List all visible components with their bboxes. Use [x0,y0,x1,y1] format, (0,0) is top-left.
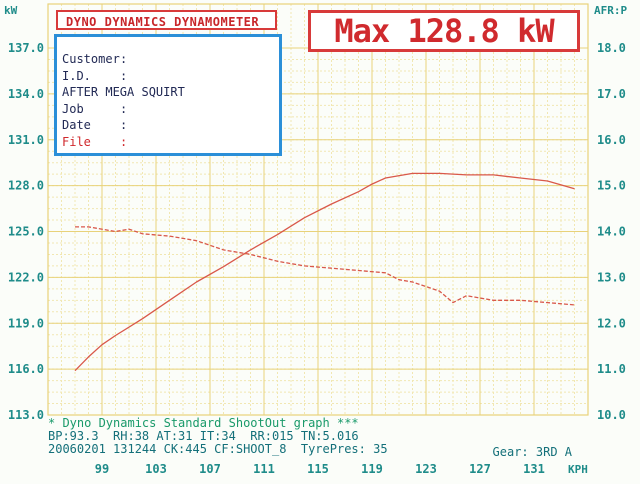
info-panel: Customer: I.D.: AFTER MEGA SQUIRT Job: D… [54,34,282,156]
right-tick-label: 11.0 [597,362,626,376]
right-tick-label: 14.0 [597,225,626,239]
power-curve [74,172,575,372]
x-tick-label: 123 [415,462,437,476]
x-tick-label: 127 [469,462,491,476]
afr-curve [75,226,575,306]
info-key: Date [62,118,91,132]
x-tick-label: 107 [199,462,221,476]
left-tick-label: 125.0 [8,225,44,239]
x-tick-label: 119 [361,462,383,476]
right-tick-label: 12.0 [597,316,626,330]
info-key: Job [62,101,84,116]
max-power-box: Max 128.8 kW [308,10,580,52]
left-tick-label: 137.0 [8,41,44,55]
left-tick-label: 122.0 [8,270,44,284]
left-axis-unit: kW [4,4,18,17]
right-axis-ticks: 10.0 11.0 12.0 13.0 14.0 15.0 16.0 17.0 18.0 [597,41,626,422]
right-tick-label: 15.0 [597,179,626,193]
grid-major [47,3,589,416]
run-parameters: * Dyno Dynamics Standard ShootOut graph … [48,417,588,461]
dyno-title: DYNO DYNAMICS DYNAMOMETER [66,15,260,29]
x-tick-label: 111 [253,462,275,476]
info-row-id: I.D.: [62,68,128,83]
max-power-label: Max 128.8 kW [334,12,554,50]
x-axis-unit: KPH [568,463,588,476]
info-row-job: Job: [62,101,128,116]
dyno-title-box: DYNO DYNAMICS DYNAMOMETER [56,10,277,30]
info-key: Customer [62,52,120,66]
left-tick-label: 134.0 [8,87,44,101]
right-tick-label: 18.0 [597,41,626,55]
graph-type-line: * Dyno Dynamics Standard ShootOut graph … [48,416,359,430]
x-tick-label: 115 [307,462,329,476]
run-id-line: 20060201 131244 CK:445 CF:SHOOT_8 TyrePr… [48,442,388,456]
conditions-line: BP:93.3 RH:38 AT:31 IT:34 RR:015 TN:5.01… [48,429,359,443]
right-tick-label: 17.0 [597,87,626,101]
series-layer [74,172,575,372]
x-tick-label: 103 [145,462,167,476]
info-row-customer: Customer: [62,52,128,66]
info-row-file: File: [62,134,128,149]
info-row-date: Date: [62,118,128,132]
info-key: File [62,134,91,149]
gear-label: Gear: 3RD A [492,445,572,459]
left-tick-label: 113.0 [8,408,44,422]
x-tick-label: 99 [95,462,109,476]
right-tick-label: 10.0 [597,408,626,422]
x-tick-label: 131 [523,462,545,476]
left-tick-label: 116.0 [8,362,44,376]
left-tick-label: 128.0 [8,179,44,193]
right-axis-unit: AFR:P [594,4,627,17]
right-tick-label: 16.0 [597,133,626,147]
plot-border [47,3,589,416]
left-axis-ticks: 113.0 116.0 119.0 122.0 125.0 128.0 131.0 134.0… [8,41,44,422]
info-row-note: AFTER MEGA SQUIRT [62,84,279,101]
info-key: I.D. [62,68,91,83]
left-tick-label: 131.0 [8,133,44,147]
info-note: AFTER MEGA SQUIRT [62,85,185,99]
right-tick-label: 13.0 [597,270,626,284]
x-axis-ticks: 99 103 107 111 115 119 123 127 131 [95,462,545,476]
left-tick-label: 119.0 [8,316,44,330]
